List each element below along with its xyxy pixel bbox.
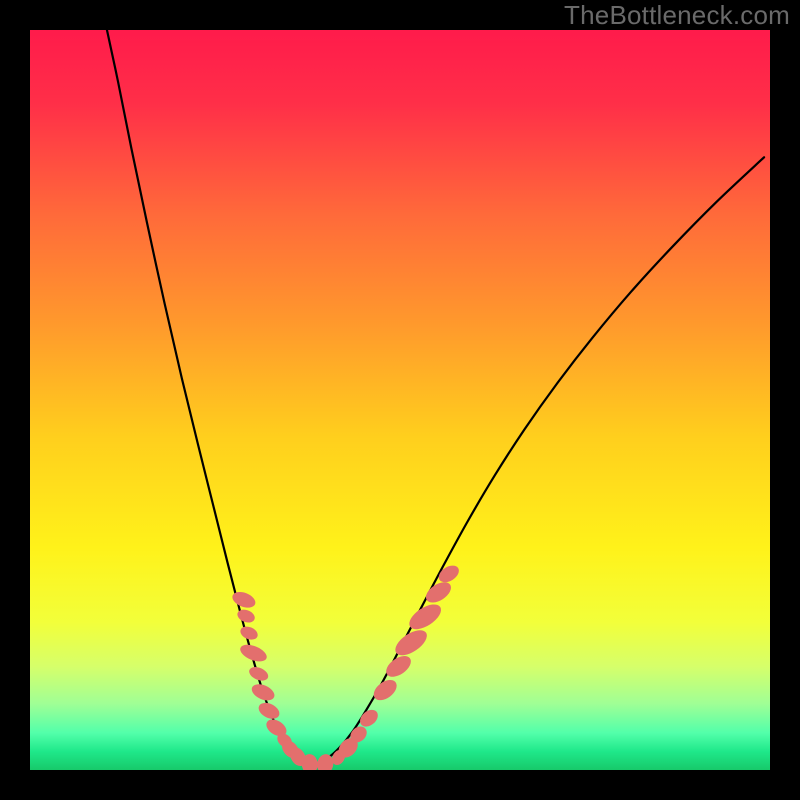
watermark-text: TheBottleneck.com xyxy=(564,0,790,31)
plot-area xyxy=(30,30,770,770)
curve-markers xyxy=(30,30,770,770)
chart-frame: TheBottleneck.com xyxy=(0,0,800,800)
